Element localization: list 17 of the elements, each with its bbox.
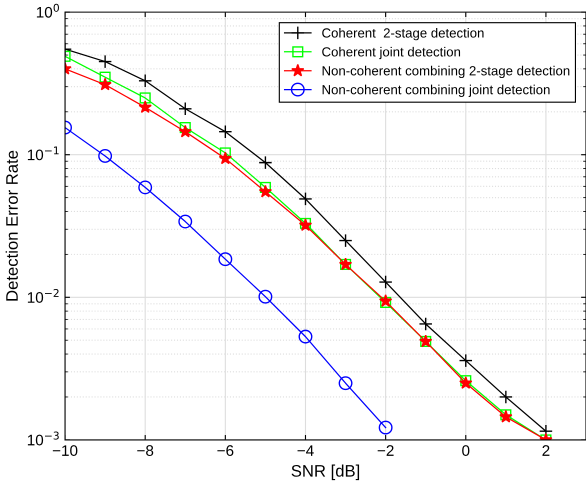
y-tick-label: 10$^{−2}$ (28, 288, 59, 303)
y-tick-label: 10$^{0}$ (36, 4, 59, 18)
legend-label: Non-coherent combining 2-stage detection (322, 66, 570, 78)
x-tick-label: −6 (217, 445, 234, 456)
x-tick-label: −2 (378, 445, 394, 456)
x-axis-title: SNR [dB] (292, 464, 360, 480)
x-tick-label: 0 (462, 445, 470, 456)
y-tick-label: 10$^{−1}$ (28, 146, 59, 160)
x-tick-label: 2 (542, 445, 550, 456)
x-tick-label: −4 (298, 445, 314, 456)
x-tick-label: −8 (137, 445, 154, 456)
y-tick-label: 10$^{−3}$ (28, 432, 59, 446)
legend-label: Non-coherent combining joint detection (322, 84, 550, 97)
y-axis-title: Detection Error Rate (6, 150, 18, 301)
x-tick-label: −10 (52, 445, 78, 456)
legend-label: Coherent 2-stage detection (322, 28, 484, 40)
legend-label: Coherent joint detection (322, 46, 460, 60)
